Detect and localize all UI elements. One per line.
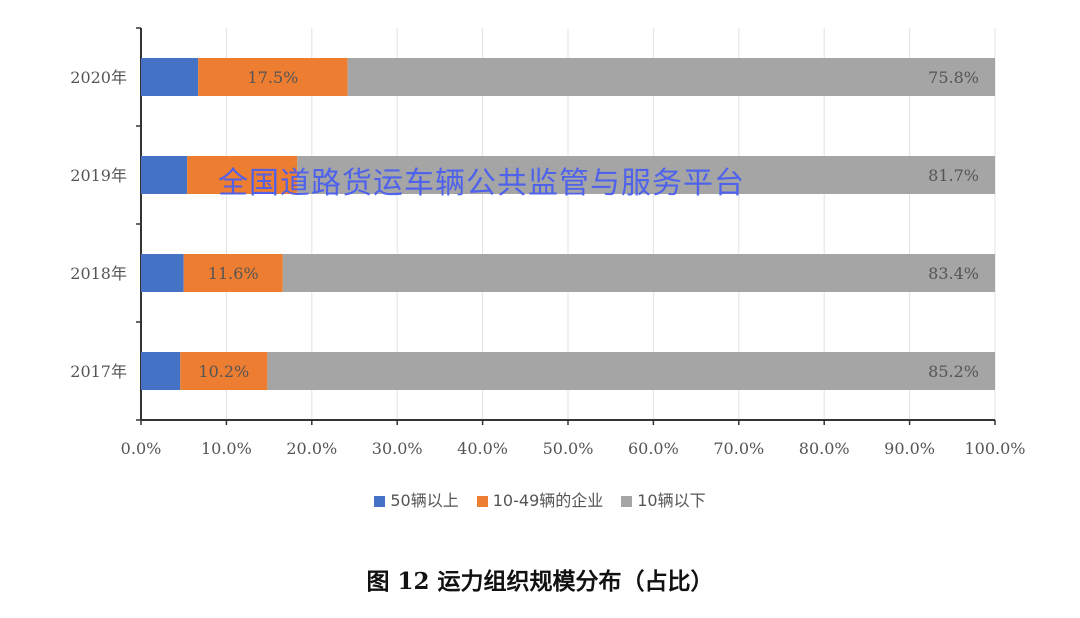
y-tick-label: 2019年: [70, 166, 127, 185]
legend-item-0: 50辆以上: [374, 487, 459, 511]
y-tick-label: 2020年: [70, 68, 127, 87]
x-tick-label: 20.0%: [286, 439, 337, 458]
legend-item-1: 10-49辆的企业: [476, 487, 604, 511]
bar-segment: [297, 156, 996, 194]
bar-segment: [141, 352, 181, 390]
figure-caption: 图 12 运力组织规模分布（占比）: [366, 568, 714, 595]
data-label: 17.5%: [248, 68, 299, 87]
watermark: 全国道路货运车辆公共监管与服务平台: [218, 166, 745, 201]
x-tick-label: 50.0%: [543, 439, 594, 458]
legend-label: 10辆以下: [637, 491, 706, 510]
legend-label: 10-49辆的企业: [492, 491, 604, 510]
x-tick-label: 70.0%: [713, 439, 764, 458]
bar-segment: [347, 58, 996, 96]
bar-segment: [267, 352, 996, 390]
bar-segment: [141, 58, 199, 96]
legend-swatch: [374, 496, 386, 507]
bar-segment: [141, 156, 188, 194]
bar-segment: [282, 254, 995, 292]
data-label: 81.7%: [928, 166, 979, 185]
legend-swatch: [476, 496, 488, 507]
x-tick-label: 0.0%: [121, 439, 162, 458]
x-tick-label: 80.0%: [799, 439, 850, 458]
data-label: 85.2%: [928, 362, 979, 381]
x-tick-label: 100.0%: [964, 439, 1025, 458]
x-tick-label: 30.0%: [372, 439, 423, 458]
data-label: 75.8%: [928, 68, 979, 87]
data-label: 11.6%: [208, 264, 259, 283]
legend-label: 50辆以上: [390, 491, 459, 510]
x-tick-label: 40.0%: [457, 439, 508, 458]
y-tick-label: 2018年: [70, 264, 127, 283]
legend-item-2: 10辆以下: [621, 487, 706, 511]
bar-segment: [141, 254, 184, 292]
legend-swatch: [621, 496, 633, 507]
bar-segment: [187, 156, 298, 194]
bar-segment: [180, 352, 268, 390]
y-tick-label: 2017年: [70, 362, 127, 381]
data-label: 83.4%: [928, 264, 979, 283]
x-tick-label: 10.0%: [201, 439, 252, 458]
bar-segment: [183, 254, 283, 292]
x-tick-label: 60.0%: [628, 439, 679, 458]
legend: 50辆以上 10-49辆的企业 10辆以下: [0, 487, 1080, 511]
bar-segment: [198, 58, 348, 96]
x-tick-label: 90.0%: [884, 439, 935, 458]
data-label: 10.2%: [198, 362, 249, 381]
